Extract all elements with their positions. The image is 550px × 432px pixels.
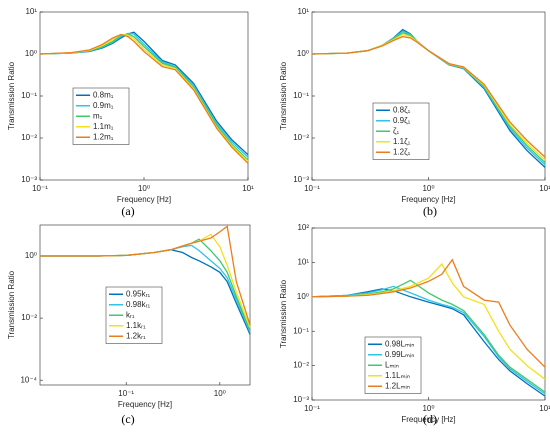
y-tick-label: 10⁰ bbox=[297, 292, 309, 301]
legend-label: 1.2ζ₁ bbox=[393, 147, 411, 156]
legend-label: ζ₁ bbox=[393, 126, 400, 135]
series-line bbox=[311, 285, 546, 395]
y-tick-label: 10⁻² bbox=[293, 361, 309, 370]
y-tick-label: 10² bbox=[297, 223, 309, 232]
legend-label: 1.1m₁ bbox=[93, 122, 114, 131]
y-axis-label: Transmission Ratio bbox=[7, 270, 16, 339]
x-tick-label: 10⁻¹ bbox=[118, 389, 134, 398]
legend-label: 0.95kᵣ₁ bbox=[126, 289, 150, 298]
y-tick-label: 10⁻² bbox=[21, 133, 37, 142]
legend-label: 1.2m₁ bbox=[93, 132, 114, 141]
series-line bbox=[40, 225, 251, 326]
y-tick-label: 10¹ bbox=[25, 7, 37, 16]
caption: (c) bbox=[121, 412, 134, 426]
y-tick-label: 10⁻³ bbox=[21, 175, 37, 184]
x-tick-label: 10⁰ bbox=[422, 184, 434, 193]
legend-label: 0.8ζ₁ bbox=[393, 105, 411, 114]
y-tick-label: 10⁰ bbox=[25, 49, 37, 58]
legend-label: Lₘᵢₙ bbox=[385, 360, 399, 369]
y-tick-label: 10⁻¹ bbox=[21, 91, 37, 100]
caption: (b) bbox=[423, 204, 437, 218]
x-axis-label: Frequency [Hz] bbox=[401, 415, 455, 424]
x-tick-label: 10¹ bbox=[539, 404, 550, 413]
caption: (d) bbox=[423, 412, 437, 426]
legend-label: 0.98kᵣ₁ bbox=[126, 300, 150, 309]
legend-label: 0.8m₁ bbox=[93, 90, 114, 99]
y-tick-label: 10⁻¹ bbox=[293, 91, 309, 100]
x-tick-label: 10⁻¹ bbox=[32, 184, 48, 193]
legend-label: 0.99Lₘᵢₙ bbox=[385, 350, 414, 359]
x-tick-label: 10⁰ bbox=[138, 184, 150, 193]
caption: (a) bbox=[121, 204, 134, 218]
x-tick-label: 10⁰ bbox=[214, 389, 226, 398]
plot-area bbox=[311, 227, 546, 401]
x-axis-label: Frequency [Hz] bbox=[401, 195, 455, 204]
y-tick-label: 10⁻¹ bbox=[293, 326, 309, 335]
legend-label: 1.2Lₘᵢₙ bbox=[385, 381, 410, 390]
x-axis-label: Frequency [Hz] bbox=[118, 400, 172, 409]
series-line bbox=[311, 35, 546, 158]
y-tick-label: 10¹ bbox=[297, 7, 309, 16]
legend-label: 1.1Lₘᵢₙ bbox=[385, 371, 410, 380]
series-line bbox=[311, 288, 546, 397]
series-line bbox=[311, 258, 546, 368]
legend-label: kᵣ₁ bbox=[126, 310, 135, 319]
legend-label: 0.9ζ₁ bbox=[393, 116, 411, 125]
y-tick-label: 10⁰ bbox=[25, 251, 37, 260]
x-axis-label: Frequency [Hz] bbox=[117, 195, 171, 204]
y-tick-label: 10⁻² bbox=[293, 133, 309, 142]
y-axis-label: Transmission Ratio bbox=[279, 279, 288, 348]
x-tick-label: 10¹ bbox=[539, 184, 550, 193]
x-tick-label: 10¹ bbox=[242, 184, 254, 193]
y-tick-label: 10⁰ bbox=[297, 49, 309, 58]
x-tick-label: 10⁻¹ bbox=[304, 184, 320, 193]
x-tick-label: 10⁻¹ bbox=[304, 404, 320, 413]
plot-area bbox=[39, 11, 249, 181]
y-axis-label: Transmission Ratio bbox=[279, 61, 288, 130]
series-line bbox=[311, 279, 546, 393]
legend-label: 1.1ζ₁ bbox=[393, 137, 411, 146]
y-tick-label: 10⁻² bbox=[21, 313, 37, 322]
series-line bbox=[39, 33, 249, 164]
y-tick-label: 10⁻⁴ bbox=[20, 375, 37, 384]
y-axis-label: Transmission Ratio bbox=[7, 61, 16, 130]
series-line bbox=[311, 262, 546, 380]
legend-label: 0.98Lₘᵢₙ bbox=[385, 339, 414, 348]
legend-label: m₁ bbox=[93, 111, 103, 120]
legend-label: 0.9m₁ bbox=[93, 101, 114, 110]
legend-label: 1.1kᵣ₁ bbox=[126, 321, 146, 330]
legend-label: 1.2kᵣ₁ bbox=[126, 331, 146, 340]
y-tick-label: 10⁻³ bbox=[293, 175, 309, 184]
y-tick-label: 10⁻³ bbox=[293, 395, 309, 404]
x-tick-label: 10⁰ bbox=[422, 404, 434, 413]
y-tick-label: 10¹ bbox=[297, 258, 309, 267]
